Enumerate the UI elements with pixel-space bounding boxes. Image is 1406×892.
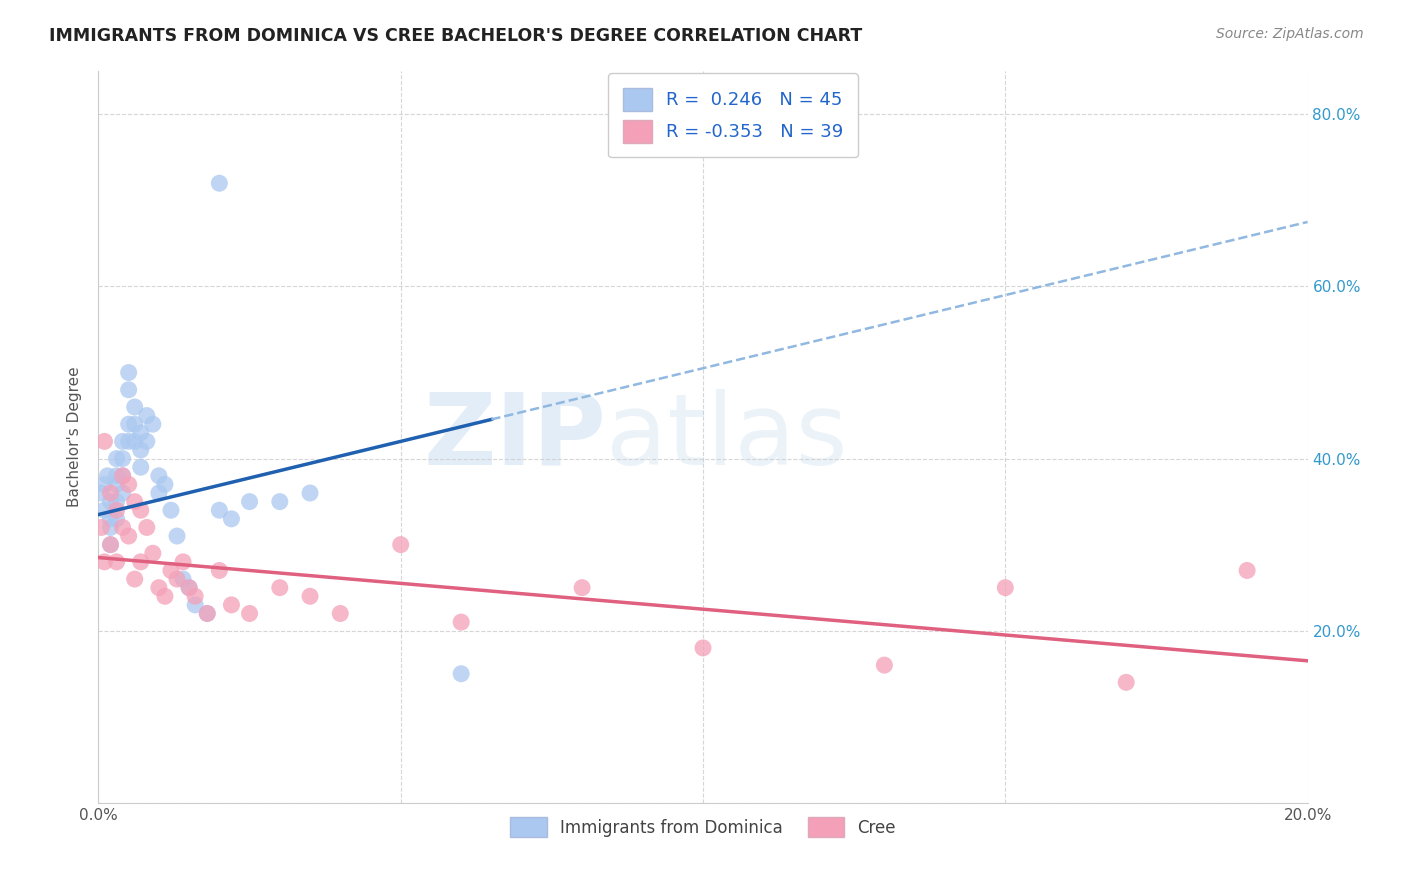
Point [129, 503, 152, 517]
Point [184, 589, 207, 603]
Point [111, 468, 134, 483]
Point [118, 417, 141, 432]
Text: atlas: atlas [606, 389, 848, 485]
Point [994, 581, 1017, 595]
Point [105, 555, 128, 569]
Point [221, 512, 243, 526]
Point [184, 598, 207, 612]
Point [135, 409, 157, 423]
Point [100, 538, 122, 552]
Point [172, 555, 194, 569]
Point [100, 494, 122, 508]
Point [93, 434, 115, 449]
Point [129, 442, 152, 457]
Point [329, 607, 352, 621]
Point [153, 589, 176, 603]
Point [135, 520, 157, 534]
Point [299, 589, 322, 603]
Point [208, 503, 231, 517]
Point [160, 503, 183, 517]
Point [153, 477, 176, 491]
Point [100, 512, 122, 526]
Point [1236, 564, 1258, 578]
Text: Source: ZipAtlas.com: Source: ZipAtlas.com [1216, 27, 1364, 41]
Point [124, 572, 146, 586]
Point [148, 486, 170, 500]
Point [135, 434, 157, 449]
Point [118, 383, 141, 397]
Point [111, 468, 134, 483]
Point [118, 434, 141, 449]
Point [111, 486, 134, 500]
Point [166, 572, 188, 586]
Point [208, 564, 231, 578]
Point [142, 417, 165, 432]
Point [221, 598, 243, 612]
Point [96, 468, 118, 483]
Point [93, 503, 115, 517]
Point [105, 512, 128, 526]
Point [124, 400, 146, 414]
Point [124, 434, 146, 449]
Point [105, 468, 128, 483]
Point [148, 581, 170, 595]
Point [124, 494, 146, 508]
Point [160, 564, 183, 578]
Point [195, 607, 218, 621]
Point [129, 460, 152, 475]
Point [269, 581, 291, 595]
Point [93, 477, 115, 491]
Point [179, 581, 201, 595]
Point [111, 451, 134, 466]
Point [450, 615, 472, 629]
Point [571, 581, 593, 595]
Text: ZIP: ZIP [423, 389, 606, 485]
Point [692, 640, 714, 655]
Point [142, 546, 165, 560]
Point [129, 555, 152, 569]
Point [100, 538, 122, 552]
Point [105, 503, 128, 517]
Point [166, 529, 188, 543]
Point [105, 451, 128, 466]
Point [148, 468, 170, 483]
Y-axis label: Bachelor's Degree: Bachelor's Degree [67, 367, 83, 508]
Point [105, 494, 128, 508]
Legend: Immigrants from Dominica, Cree: Immigrants from Dominica, Cree [502, 809, 904, 846]
Point [269, 494, 291, 508]
Point [93, 555, 115, 569]
Point [100, 486, 122, 500]
Point [129, 425, 152, 440]
Point [873, 658, 896, 673]
Point [239, 494, 262, 508]
Point [450, 666, 472, 681]
Point [105, 477, 128, 491]
Point [90, 486, 112, 500]
Point [179, 581, 201, 595]
Point [118, 477, 141, 491]
Point [389, 538, 412, 552]
Point [111, 520, 134, 534]
Point [118, 529, 141, 543]
Point [124, 417, 146, 432]
Point [195, 607, 218, 621]
Point [111, 434, 134, 449]
Point [1115, 675, 1137, 690]
Point [90, 520, 112, 534]
Point [299, 486, 322, 500]
Text: IMMIGRANTS FROM DOMINICA VS CREE BACHELOR'S DEGREE CORRELATION CHART: IMMIGRANTS FROM DOMINICA VS CREE BACHELO… [49, 27, 862, 45]
Point [172, 572, 194, 586]
Point [208, 176, 231, 190]
Point [100, 520, 122, 534]
Point [118, 366, 141, 380]
Point [239, 607, 262, 621]
